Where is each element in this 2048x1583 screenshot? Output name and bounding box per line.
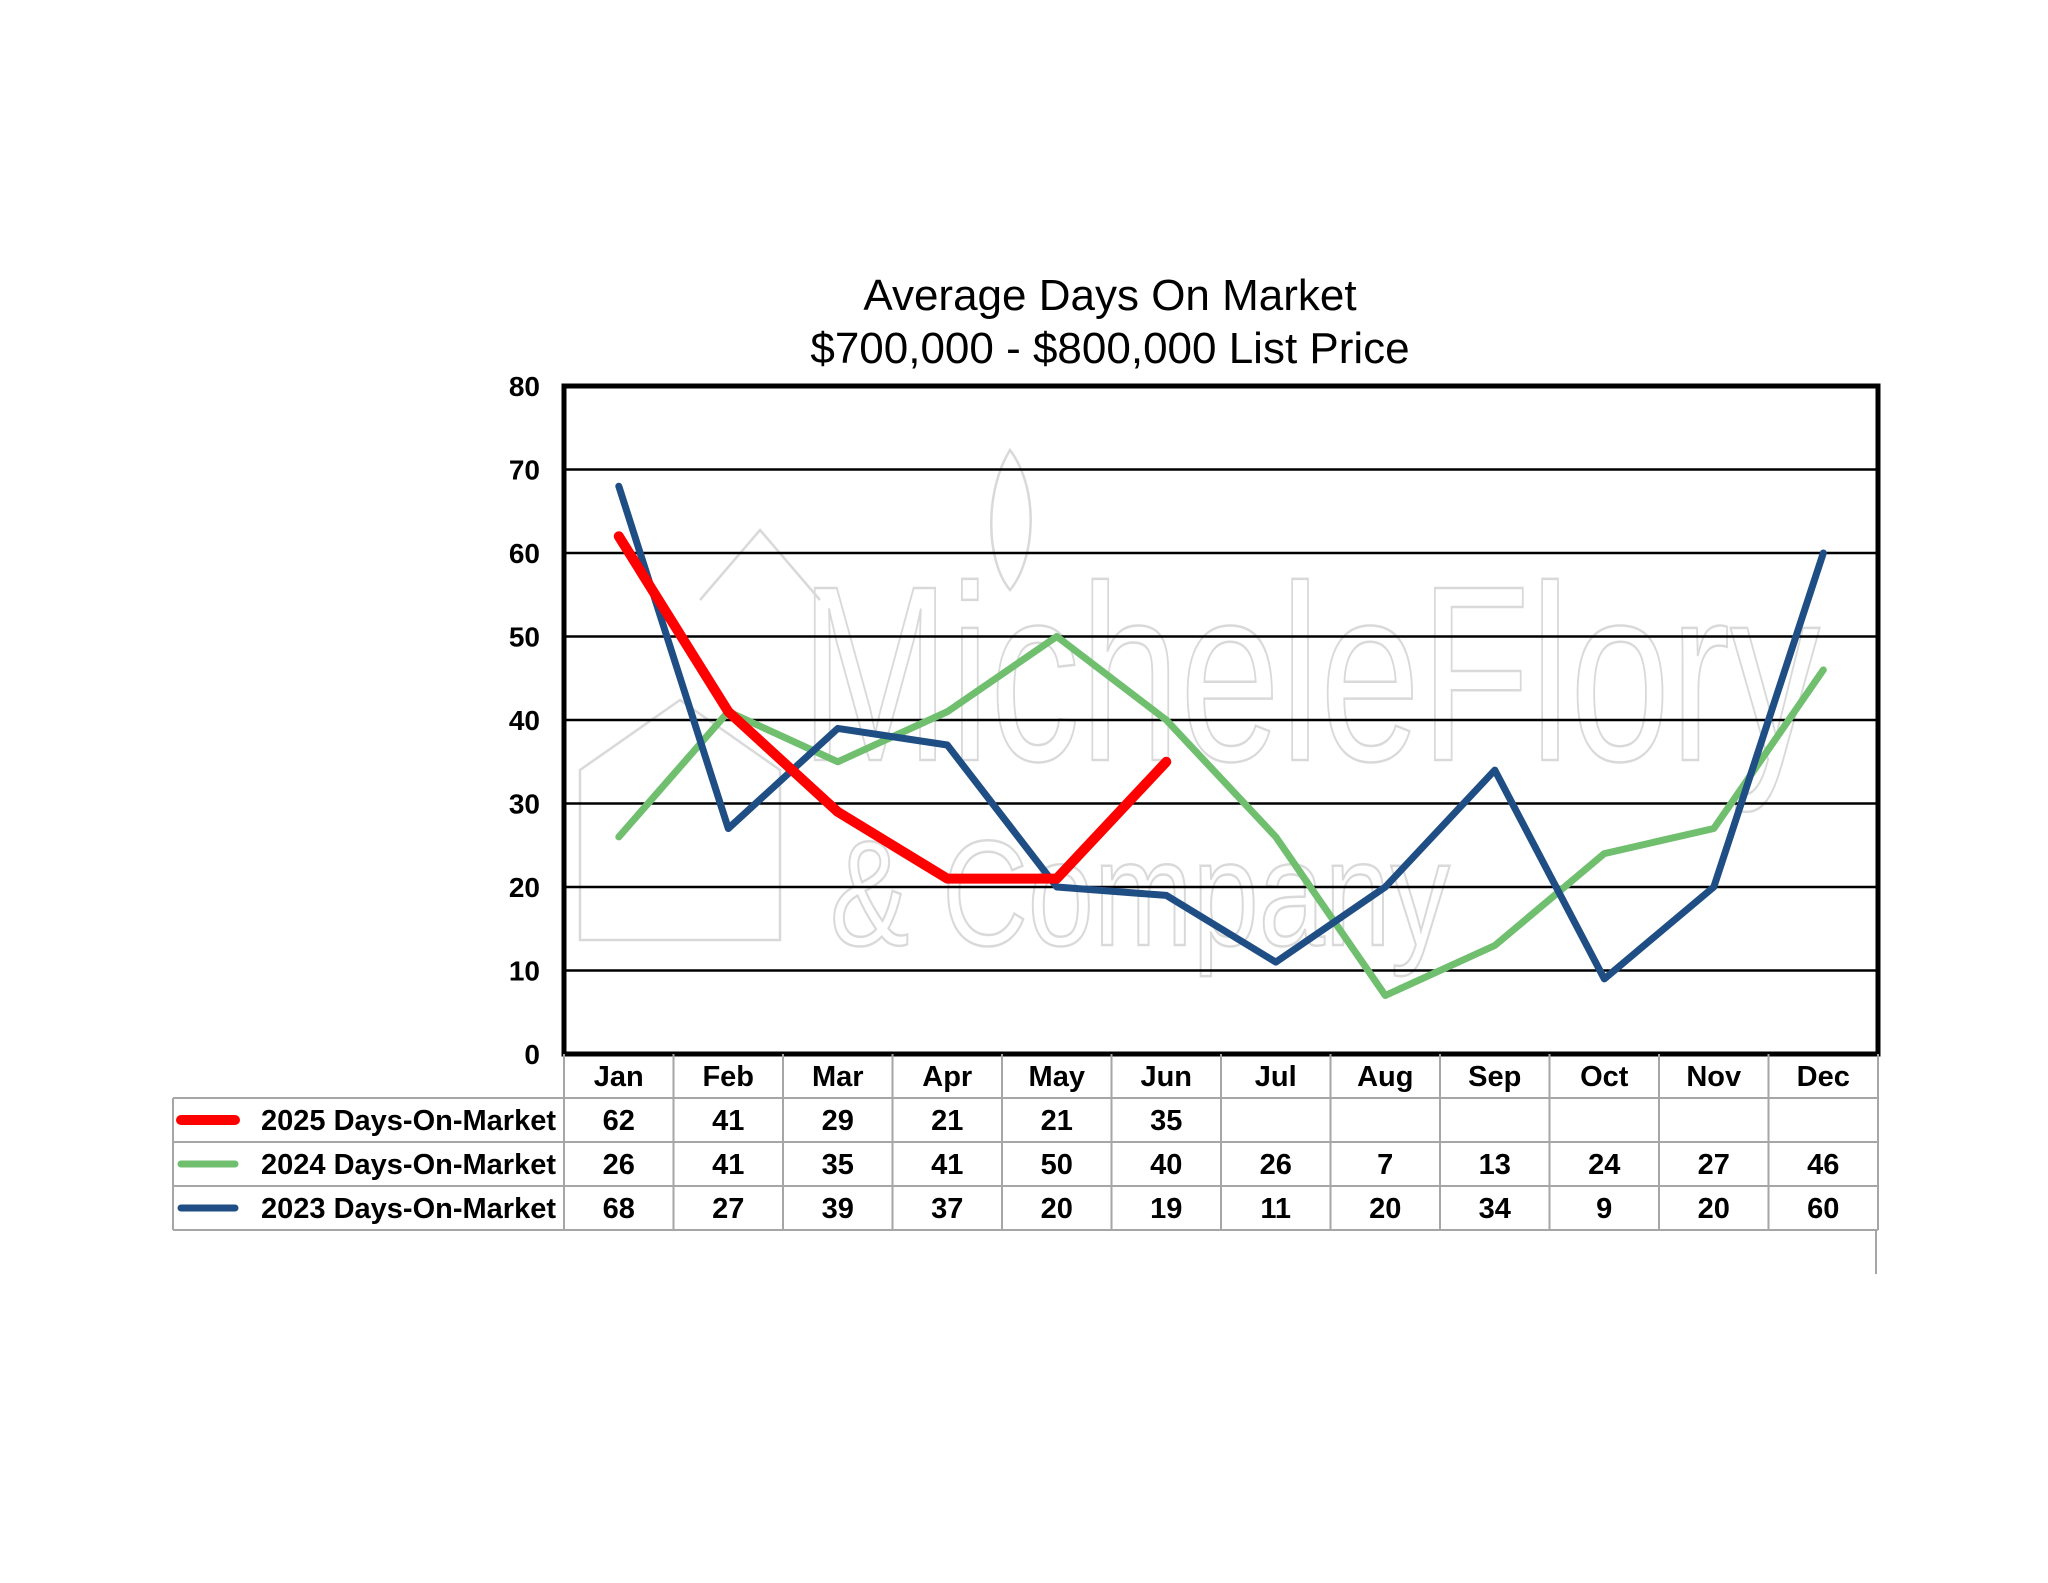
series-label: 2025 Days-On-Market — [261, 1105, 556, 1137]
data-label: 41 — [712, 1105, 744, 1137]
data-label: 50 — [1041, 1149, 1073, 1181]
x-category-label: Oct — [1580, 1061, 1629, 1093]
data-label: 20 — [1369, 1193, 1401, 1225]
series-label: 2023 Days-On-Market — [261, 1193, 556, 1225]
data-label: 11 — [1260, 1193, 1291, 1225]
data-label: 35 — [822, 1149, 854, 1181]
x-category-label: Feb — [702, 1061, 754, 1093]
data-label: 68 — [603, 1193, 635, 1225]
data-table: Jan Feb Mar Apr May Jun Jul Aug Sep Oct Nov Dec 2025… — [172, 1054, 1879, 1274]
x-category-label: Jan — [594, 1061, 644, 1093]
data-label: 60 — [1807, 1193, 1839, 1225]
y-tick-label: 30 — [509, 789, 540, 820]
y-tick-label: 60 — [509, 538, 540, 569]
watermark-line1: MicheleFlory — [800, 534, 1820, 813]
data-label: 24 — [1588, 1149, 1620, 1181]
x-category-label: Apr — [922, 1061, 972, 1093]
watermark-leaf-icon — [990, 447, 1032, 592]
data-label: 26 — [1260, 1149, 1292, 1181]
watermark-logo: MicheleFlory & Company — [578, 447, 1821, 978]
watermark-house-icon — [578, 528, 821, 942]
data-label: 37 — [931, 1193, 963, 1225]
y-tick-label: 0 — [524, 1039, 540, 1070]
data-label: 46 — [1807, 1149, 1839, 1181]
data-label: 9 — [1596, 1193, 1612, 1225]
chart-title: Average Days On Market — [863, 271, 1356, 320]
chart-subtitle: $700,000 - $800,000 List Price — [810, 324, 1409, 373]
data-label: 21 — [1041, 1105, 1073, 1137]
data-label: 21 — [931, 1105, 963, 1137]
series-line-2 — [615, 482, 1827, 983]
gridlines — [564, 468, 1878, 972]
series-line-0 — [613, 531, 1172, 884]
y-tick-label: 40 — [509, 705, 540, 736]
x-category-label: Dec — [1797, 1061, 1850, 1093]
data-label: 34 — [1479, 1193, 1511, 1225]
y-tick-label: 10 — [509, 956, 540, 987]
data-label: 19 — [1150, 1193, 1182, 1225]
data-label: 26 — [603, 1149, 635, 1181]
x-category-label: Sep — [1468, 1061, 1521, 1093]
x-category-label: Mar — [812, 1061, 864, 1093]
data-label: 40 — [1150, 1149, 1182, 1181]
y-tick-label: 20 — [509, 872, 540, 903]
data-label: 39 — [822, 1193, 854, 1225]
y-tick-label: 80 — [509, 371, 540, 402]
x-category-label: May — [1029, 1061, 1085, 1093]
x-category-label: Jun — [1140, 1061, 1192, 1093]
data-label: 41 — [712, 1149, 744, 1181]
series-label: 2024 Days-On-Market — [261, 1149, 556, 1181]
data-label: 29 — [822, 1105, 854, 1137]
data-label: 41 — [931, 1149, 963, 1181]
data-label: 20 — [1698, 1193, 1730, 1225]
x-category-label: Jul — [1255, 1061, 1297, 1093]
x-category-label: Nov — [1686, 1061, 1741, 1093]
y-tick-label: 70 — [509, 455, 540, 486]
series-lines — [613, 482, 1827, 999]
y-tick-label: 50 — [509, 622, 540, 653]
data-label: 62 — [603, 1105, 635, 1137]
data-label: 7 — [1377, 1149, 1393, 1181]
y-axis: 0 10 20 30 40 50 60 70 80 — [509, 371, 540, 1070]
series-line-1 — [615, 633, 1827, 999]
data-label: 27 — [712, 1193, 744, 1225]
data-label: 35 — [1150, 1105, 1182, 1137]
data-label: 20 — [1041, 1193, 1073, 1225]
data-label: 27 — [1698, 1149, 1730, 1181]
data-label: 13 — [1479, 1149, 1511, 1181]
x-category-label: Aug — [1357, 1061, 1413, 1093]
